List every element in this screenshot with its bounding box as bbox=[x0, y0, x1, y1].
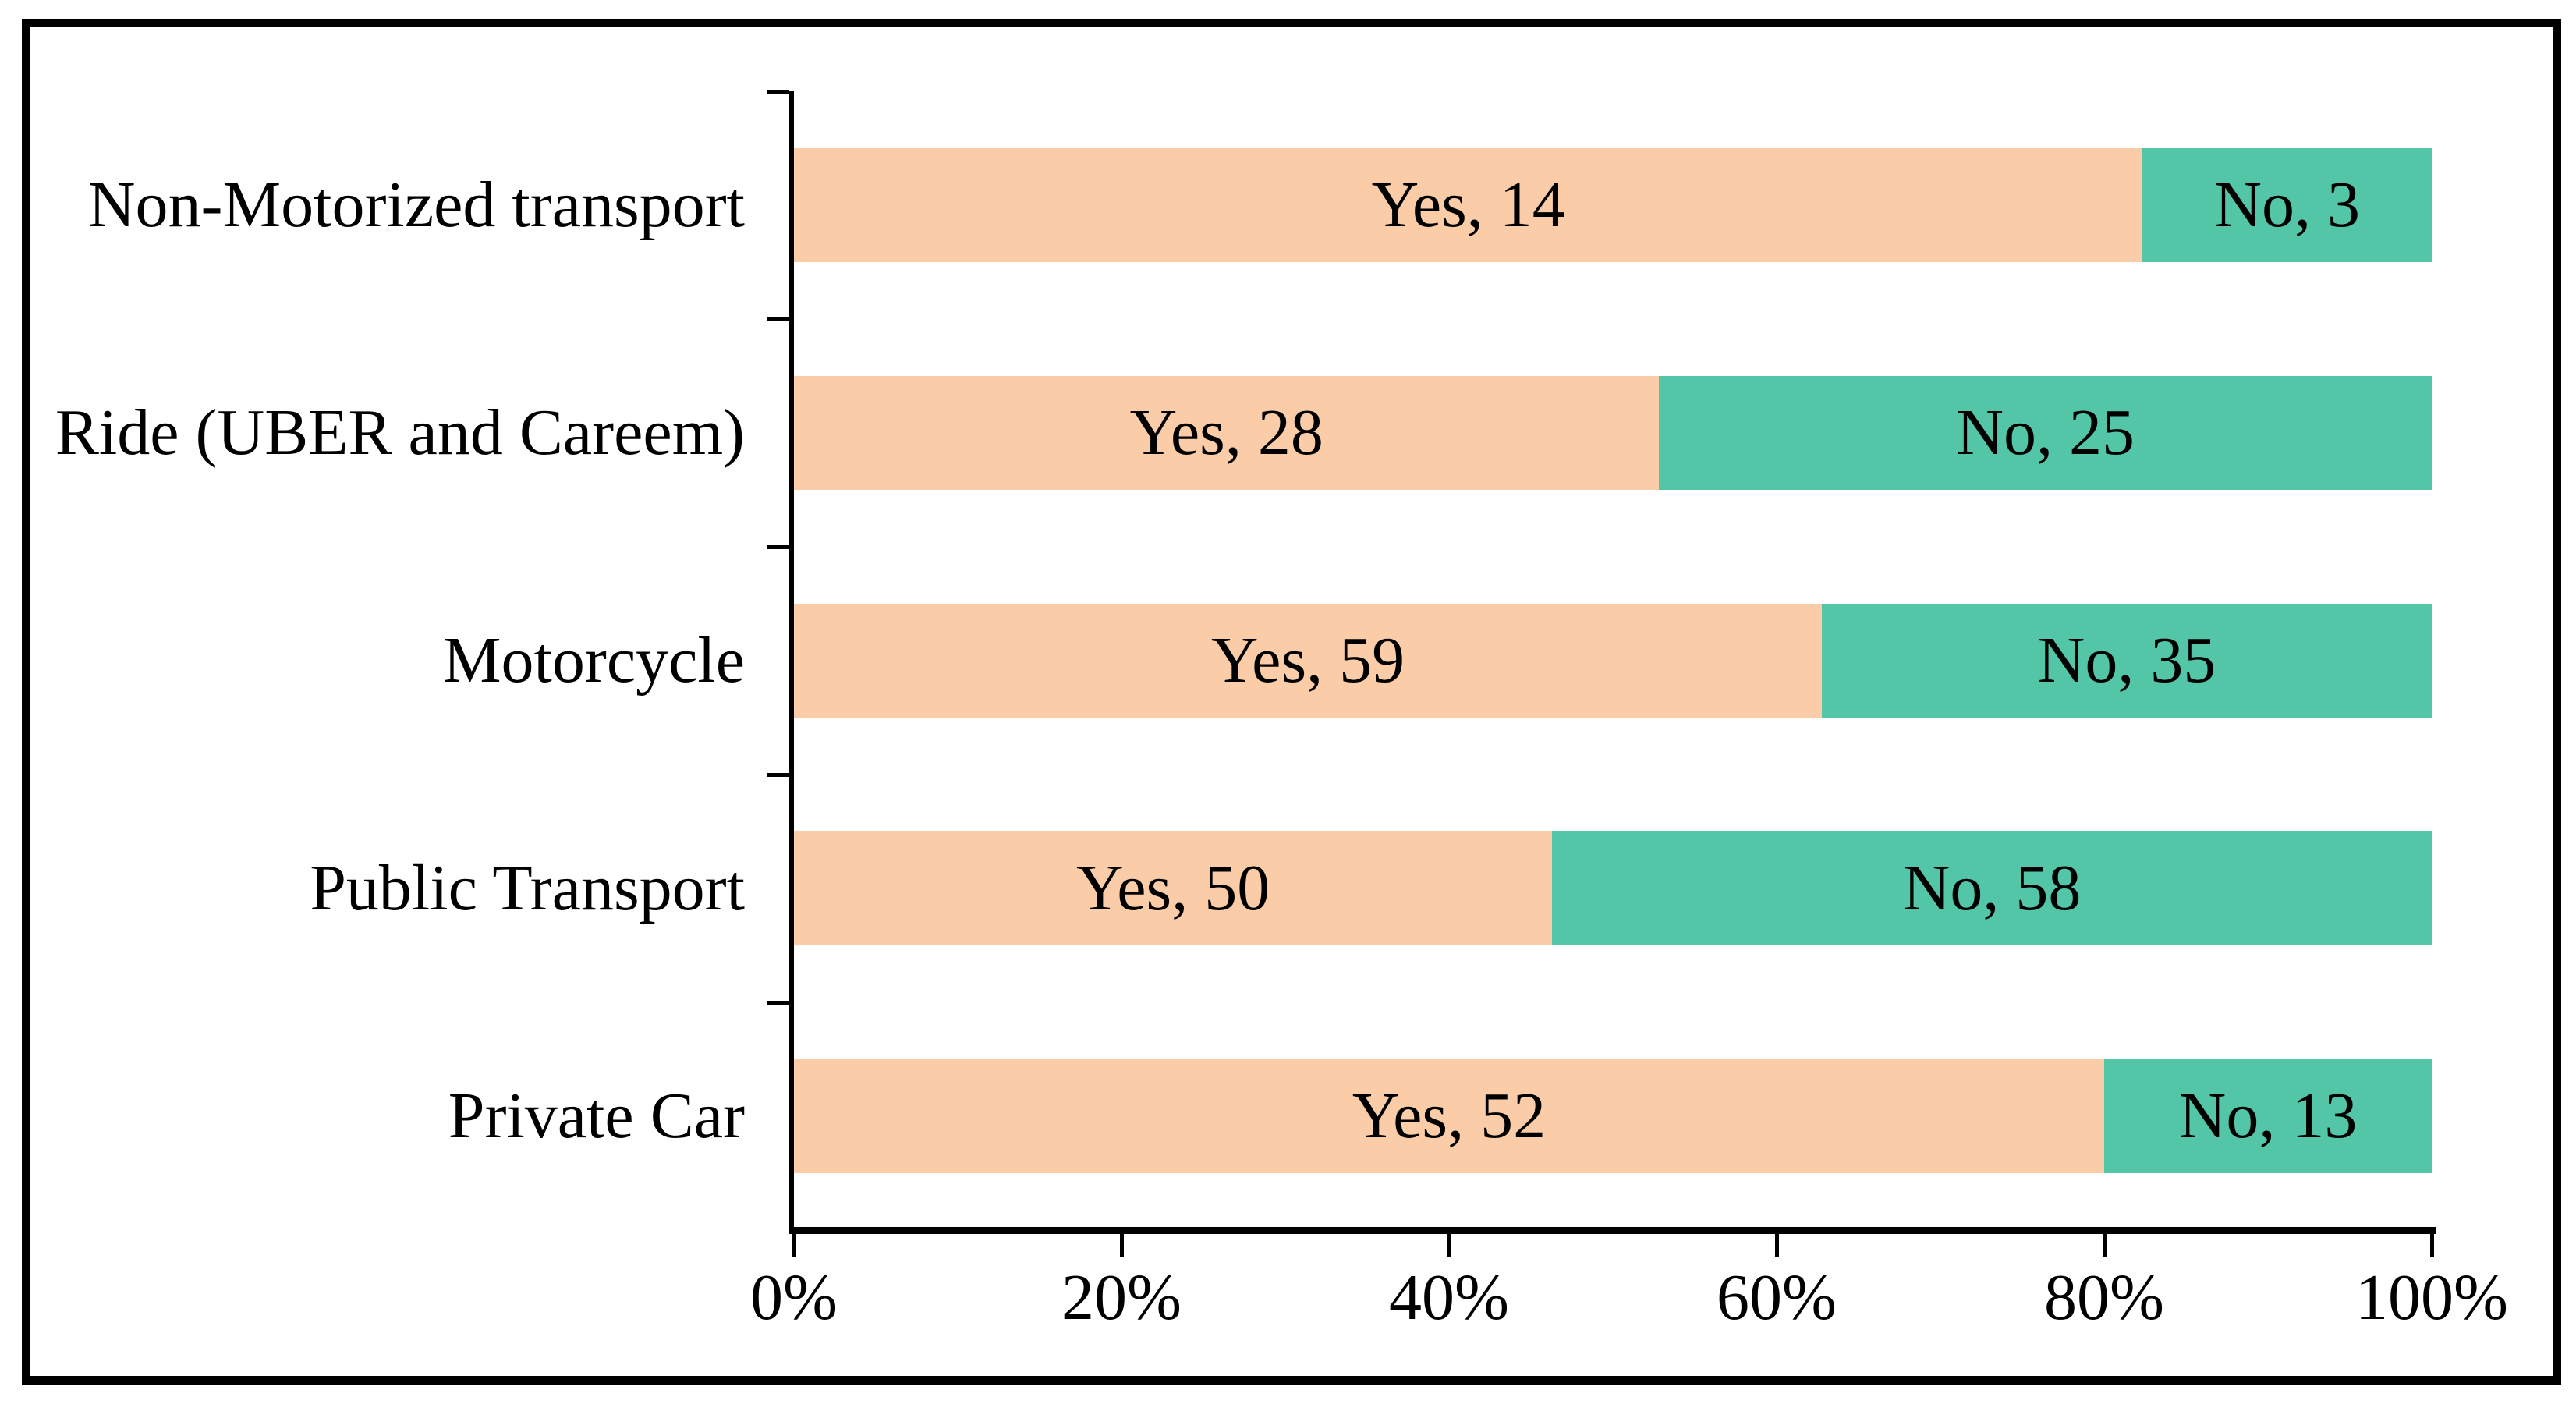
chart-border bbox=[22, 19, 2561, 1384]
x-axis-tick-label: 60% bbox=[1717, 1261, 1837, 1334]
bar-row: Yes, 50 No, 58 bbox=[794, 775, 2432, 1002]
bar-segment-label: Yes, 50 bbox=[1075, 852, 1270, 924]
bar-segment-yes: Yes, 59 bbox=[794, 604, 1823, 718]
x-axis-tick-label: 20% bbox=[1061, 1261, 1182, 1334]
bar-segment-no: No, 13 bbox=[2104, 1059, 2432, 1173]
bar-segment-label: No, 35 bbox=[2037, 624, 2216, 697]
x-axis-tick bbox=[1447, 1234, 1451, 1257]
x-axis-tick bbox=[1119, 1234, 1124, 1257]
bar-row: Yes, 52 No, 13 bbox=[794, 1002, 2432, 1230]
bar-segment-label: No, 58 bbox=[1902, 852, 2082, 924]
x-axis-tick-label: 40% bbox=[1389, 1261, 1509, 1334]
y-axis-tick bbox=[767, 545, 789, 549]
stacked-bar: Yes, 14 No, 3 bbox=[794, 148, 2432, 262]
bar-row: Yes, 28 No, 25 bbox=[794, 319, 2432, 547]
x-axis-tick-label: 100% bbox=[2355, 1261, 2508, 1334]
bar-segment-yes: Yes, 28 bbox=[794, 376, 1660, 490]
x-axis-tick bbox=[1774, 1234, 1779, 1257]
bar-segment-label: Yes, 28 bbox=[1129, 396, 1323, 469]
bar-segment-label: Yes, 59 bbox=[1210, 624, 1405, 697]
bar-segment-yes: Yes, 50 bbox=[794, 831, 1553, 945]
bar-segment-label: Yes, 52 bbox=[1352, 1080, 1547, 1152]
bar-row: Yes, 59 No, 35 bbox=[794, 547, 2432, 775]
bar-segment-label: No, 3 bbox=[2214, 168, 2361, 241]
y-axis-line bbox=[789, 91, 794, 1233]
stacked-bar: Yes, 59 No, 35 bbox=[794, 604, 2432, 718]
category-label: Motorcycle bbox=[442, 624, 745, 697]
stacked-bar: Yes, 28 No, 25 bbox=[794, 376, 2432, 490]
y-axis-tick bbox=[767, 773, 789, 777]
category-axis-labels: Non-Motorized transport Ride (UBER and Ca… bbox=[47, 91, 745, 1230]
bar-segment-no: No, 25 bbox=[1659, 376, 2432, 490]
bars-layer: Yes, 14 No, 3 Yes, 28 No, 25 Yes, 59 No, 35 Ye… bbox=[794, 91, 2432, 1230]
category-label: Ride (UBER and Careem) bbox=[55, 396, 745, 469]
y-axis-tick bbox=[767, 1001, 789, 1005]
x-axis-tick bbox=[2102, 1234, 2107, 1257]
stacked-bar: Yes, 50 No, 58 bbox=[794, 831, 2432, 945]
bar-row: Yes, 14 No, 3 bbox=[794, 91, 2432, 319]
bar-segment-no: No, 35 bbox=[1822, 604, 2432, 718]
bar-segment-yes: Yes, 52 bbox=[794, 1059, 2104, 1173]
x-axis-tick bbox=[2429, 1234, 2434, 1257]
x-axis-line bbox=[789, 1227, 2436, 1234]
x-axis-tick bbox=[792, 1234, 796, 1257]
category-label: Public Transport bbox=[310, 852, 745, 924]
bar-segment-yes: Yes, 14 bbox=[794, 148, 2143, 262]
bar-segment-label: No, 25 bbox=[1956, 396, 2135, 469]
category-label: Private Car bbox=[448, 1080, 745, 1152]
x-axis-tick-label: 0% bbox=[750, 1261, 838, 1334]
bar-segment-label: No, 13 bbox=[2178, 1080, 2358, 1152]
y-axis-tick bbox=[767, 90, 789, 94]
category-label: Non-Motorized transport bbox=[87, 168, 745, 241]
bar-segment-label: Yes, 14 bbox=[1371, 168, 1565, 241]
x-axis-tick-label: 80% bbox=[2044, 1261, 2164, 1334]
bar-segment-no: No, 3 bbox=[2142, 148, 2432, 262]
bar-segment-no: No, 58 bbox=[1552, 831, 2432, 945]
y-axis-tick bbox=[767, 317, 789, 321]
stacked-bar: Yes, 52 No, 13 bbox=[794, 1059, 2432, 1173]
